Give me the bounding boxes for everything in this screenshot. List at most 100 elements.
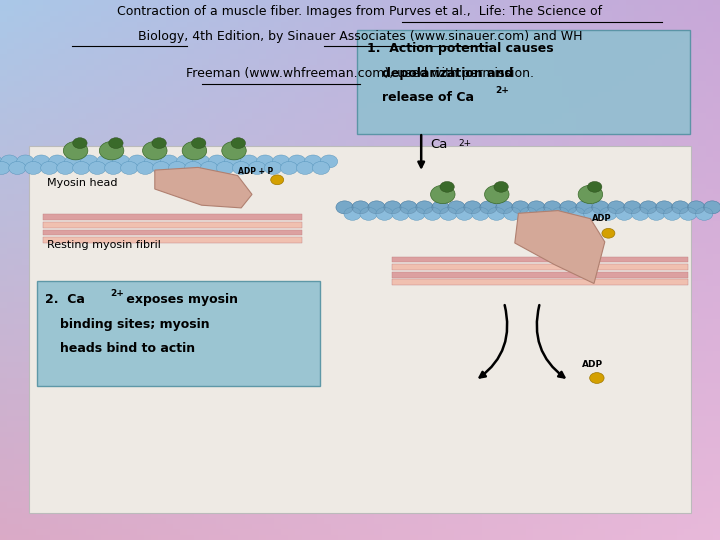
Circle shape xyxy=(360,207,377,220)
Bar xyxy=(392,272,688,278)
Circle shape xyxy=(464,201,481,214)
Circle shape xyxy=(376,207,393,220)
Circle shape xyxy=(648,207,665,220)
Circle shape xyxy=(472,207,489,220)
Bar xyxy=(392,279,688,285)
Text: heads bind to actin: heads bind to actin xyxy=(60,342,195,355)
Circle shape xyxy=(688,201,705,214)
Circle shape xyxy=(209,155,226,168)
Polygon shape xyxy=(515,211,605,284)
Circle shape xyxy=(431,185,455,204)
Circle shape xyxy=(336,201,354,214)
Circle shape xyxy=(608,201,625,214)
Circle shape xyxy=(592,201,609,214)
Circle shape xyxy=(696,207,713,220)
Text: 2+: 2+ xyxy=(458,139,471,148)
Circle shape xyxy=(631,207,649,220)
Circle shape xyxy=(448,201,465,214)
Text: Biology, 4th Edition, by Sinauer Associates (www.sinauer.com) and WH: Biology, 4th Edition, by Sinauer Associa… xyxy=(138,30,582,43)
Circle shape xyxy=(448,201,465,214)
Circle shape xyxy=(416,201,433,214)
Circle shape xyxy=(9,161,26,174)
Circle shape xyxy=(184,161,202,174)
Circle shape xyxy=(616,207,633,220)
Circle shape xyxy=(639,201,657,214)
Circle shape xyxy=(233,161,250,174)
Circle shape xyxy=(192,138,206,148)
Circle shape xyxy=(40,161,58,174)
Circle shape xyxy=(312,161,330,174)
Text: Freeman (www.whfreeman.com), used with permission.: Freeman (www.whfreeman.com), used with p… xyxy=(186,68,534,80)
Text: ADP: ADP xyxy=(582,360,603,369)
Circle shape xyxy=(1,155,18,168)
Circle shape xyxy=(680,207,697,220)
Bar xyxy=(43,237,302,243)
Circle shape xyxy=(384,201,401,214)
Circle shape xyxy=(552,207,569,220)
FancyBboxPatch shape xyxy=(357,30,690,134)
Bar xyxy=(392,264,688,270)
Circle shape xyxy=(400,201,417,214)
Circle shape xyxy=(289,155,306,168)
Circle shape xyxy=(588,181,602,192)
Circle shape xyxy=(494,181,508,192)
Circle shape xyxy=(89,161,106,174)
Circle shape xyxy=(305,155,322,168)
Circle shape xyxy=(496,201,513,214)
Circle shape xyxy=(297,161,314,174)
Circle shape xyxy=(281,161,298,174)
Text: 2+: 2+ xyxy=(110,289,124,298)
Circle shape xyxy=(578,185,603,204)
Circle shape xyxy=(688,201,705,214)
Text: 1.  Action potential causes: 1. Action potential causes xyxy=(367,42,554,55)
Circle shape xyxy=(544,201,561,214)
Circle shape xyxy=(504,207,521,220)
Circle shape xyxy=(192,155,210,168)
Circle shape xyxy=(512,201,529,214)
Circle shape xyxy=(440,207,457,220)
Circle shape xyxy=(602,228,615,238)
Text: Myosin head: Myosin head xyxy=(47,178,117,188)
Circle shape xyxy=(368,201,385,214)
Circle shape xyxy=(225,155,242,168)
Circle shape xyxy=(57,161,74,174)
Circle shape xyxy=(99,141,124,160)
Circle shape xyxy=(703,201,720,214)
Circle shape xyxy=(592,201,609,214)
Circle shape xyxy=(568,207,585,220)
Text: ADP: ADP xyxy=(592,214,611,224)
Circle shape xyxy=(336,201,354,214)
Circle shape xyxy=(81,155,98,168)
Circle shape xyxy=(368,201,385,214)
Circle shape xyxy=(424,207,441,220)
Circle shape xyxy=(152,138,166,148)
Circle shape xyxy=(672,201,689,214)
Circle shape xyxy=(248,161,266,174)
Polygon shape xyxy=(155,167,252,208)
Text: 2.  Ca: 2. Ca xyxy=(45,293,85,306)
Circle shape xyxy=(456,207,473,220)
Text: binding sites; myosin: binding sites; myosin xyxy=(60,318,210,330)
Text: 2+: 2+ xyxy=(495,86,509,96)
Bar xyxy=(43,230,302,235)
Circle shape xyxy=(271,175,284,185)
Bar xyxy=(29,146,691,513)
Circle shape xyxy=(488,207,505,220)
Circle shape xyxy=(520,207,537,220)
Circle shape xyxy=(536,207,553,220)
Circle shape xyxy=(480,201,497,214)
Circle shape xyxy=(496,201,513,214)
Circle shape xyxy=(240,155,258,168)
Circle shape xyxy=(440,181,454,192)
Text: release of Ca: release of Ca xyxy=(382,91,474,104)
Circle shape xyxy=(161,155,178,168)
Circle shape xyxy=(24,161,42,174)
Circle shape xyxy=(624,201,641,214)
Circle shape xyxy=(400,201,417,214)
Circle shape xyxy=(112,155,130,168)
Circle shape xyxy=(584,207,601,220)
Circle shape xyxy=(200,161,218,174)
Text: Ca: Ca xyxy=(431,138,448,152)
Circle shape xyxy=(63,141,88,160)
Circle shape xyxy=(639,201,657,214)
